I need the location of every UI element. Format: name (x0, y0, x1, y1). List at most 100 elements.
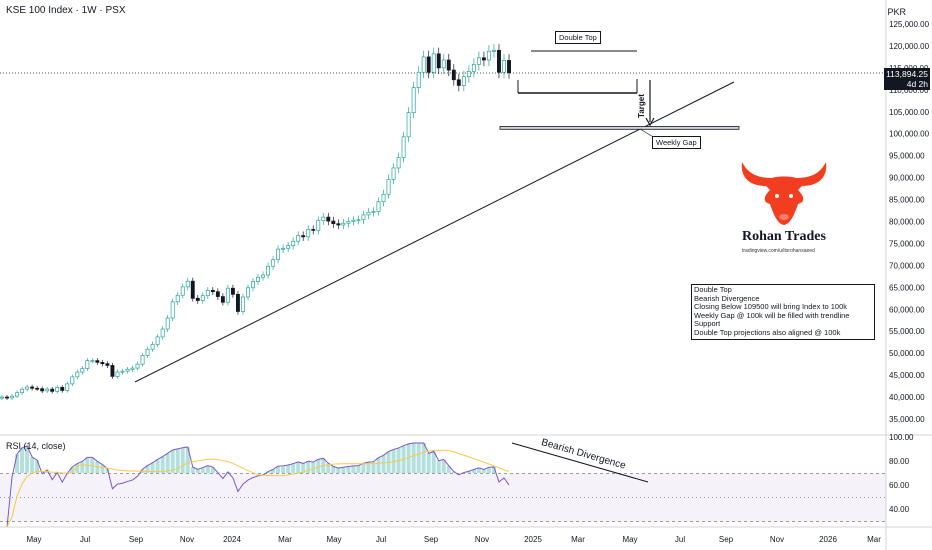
x-tick-label: 2026 (819, 535, 837, 544)
candle-body (100, 362, 105, 365)
x-tick-label: May (622, 535, 637, 544)
candle-body (502, 60, 506, 73)
target-label: Target (637, 94, 646, 118)
candle-body (195, 297, 200, 301)
candle-body (251, 281, 255, 289)
analysis-notes[interactable]: Double Top Bearish Divergence Closing Be… (691, 284, 875, 340)
brand-name: Rohan Trades (742, 229, 826, 244)
double-top-label[interactable]: Double Top (555, 31, 601, 44)
candle-body (386, 179, 391, 195)
candle-body (431, 53, 436, 73)
candle-body (486, 50, 491, 61)
bull-logo (741, 162, 827, 225)
y-tick-label: 50,000.00 (889, 349, 925, 358)
candle-body (80, 368, 85, 373)
candle-body (165, 317, 170, 330)
candle-body (296, 235, 301, 242)
candle-body (436, 53, 441, 69)
candle-body (40, 388, 45, 392)
x-tick-label: Jul (80, 535, 90, 544)
currency-label: PKR (887, 7, 906, 17)
candle-body (321, 216, 326, 221)
weekly-gap-zone (499, 126, 740, 130)
candle-body (421, 56, 426, 73)
candle-body (446, 59, 451, 71)
y-tick-label: 100,000.00 (889, 130, 930, 139)
x-tick-label: Sep (719, 535, 734, 544)
candle-body (175, 294, 180, 303)
candle-body (481, 57, 486, 61)
candle-body (135, 363, 140, 369)
y-tick-label: 80,000.00 (889, 218, 925, 227)
candle-body (346, 221, 351, 224)
candle-body (396, 157, 401, 169)
note-line: Weekly Gap @ 100k will be filled with tr… (694, 310, 850, 329)
trendline-support (134, 81, 735, 383)
rsi-title: RSI (14, close) (6, 441, 66, 451)
y-tick-label: 70,000.00 (889, 261, 925, 270)
candle-body (281, 247, 286, 250)
candle-body (507, 60, 511, 74)
candle-body (366, 211, 371, 216)
candle-body (20, 388, 25, 394)
rsi-tick-label: 40.00 (889, 505, 910, 514)
x-tick-label: May (326, 535, 341, 544)
last-price-tag: 113,894.25 4d 2h (884, 68, 930, 90)
weekly-gap-label[interactable]: Weekly Gap (652, 136, 701, 149)
rsi-tick-label: 60.00 (889, 481, 910, 490)
rsi-band (0, 473, 886, 522)
candle-body (497, 49, 501, 73)
candle-body (30, 386, 35, 389)
candle-body (391, 167, 396, 180)
y-tick-label: 125,000.00 (889, 20, 930, 29)
x-tick-label: 2025 (524, 535, 542, 544)
candle-body (150, 344, 155, 350)
candle-body (331, 220, 336, 225)
candle-body (492, 49, 496, 52)
rsi-tick-label: 100.00 (889, 433, 914, 442)
candle-body (170, 301, 175, 319)
x-tick-label: Nov (770, 535, 784, 544)
x-tick-label: Mar (278, 535, 292, 544)
x-tick-label: Sep (424, 535, 439, 544)
candle-body (5, 396, 9, 399)
y-tick-label: 60,000.00 (889, 305, 925, 314)
candle-body (341, 222, 346, 226)
candle-body (256, 276, 260, 282)
y-tick-label: 85,000.00 (889, 196, 925, 205)
y-tick-label: 45,000.00 (889, 371, 925, 380)
candle-body (140, 355, 145, 365)
candle-body (110, 365, 115, 377)
x-tick-label: Nov (180, 535, 194, 544)
candle-body (185, 280, 190, 288)
candle-body (55, 387, 60, 392)
candle-body (50, 388, 55, 392)
candle-body (10, 395, 14, 399)
note-line: Bearish Divergence (694, 293, 760, 303)
x-tick-label: Jul (376, 535, 386, 544)
candle-body (261, 274, 265, 278)
x-tick-label: 2024 (223, 535, 241, 544)
candle-body (461, 76, 466, 86)
x-tick-label: Mar (867, 535, 881, 544)
candle-body (45, 388, 50, 392)
candle-body (476, 57, 481, 65)
candle-body (406, 112, 411, 138)
candle-body (301, 235, 306, 238)
y-tick-label: 90,000.00 (889, 174, 925, 183)
candle-body (311, 229, 316, 231)
candle-body (271, 259, 276, 267)
candle-body (190, 280, 195, 299)
y-tick-label: 120,000.00 (889, 42, 930, 51)
candle-body (225, 287, 230, 303)
candle-body (155, 336, 160, 345)
x-tick-label: Nov (475, 535, 489, 544)
candle-body (361, 214, 366, 221)
candle-body (426, 56, 431, 73)
chart-title: KSE 100 Index · 1W · PSX (6, 5, 126, 16)
candle-body (246, 287, 250, 298)
candle-body (441, 59, 446, 69)
rsi-ma-line (6, 449, 510, 528)
candle-body (411, 87, 416, 114)
